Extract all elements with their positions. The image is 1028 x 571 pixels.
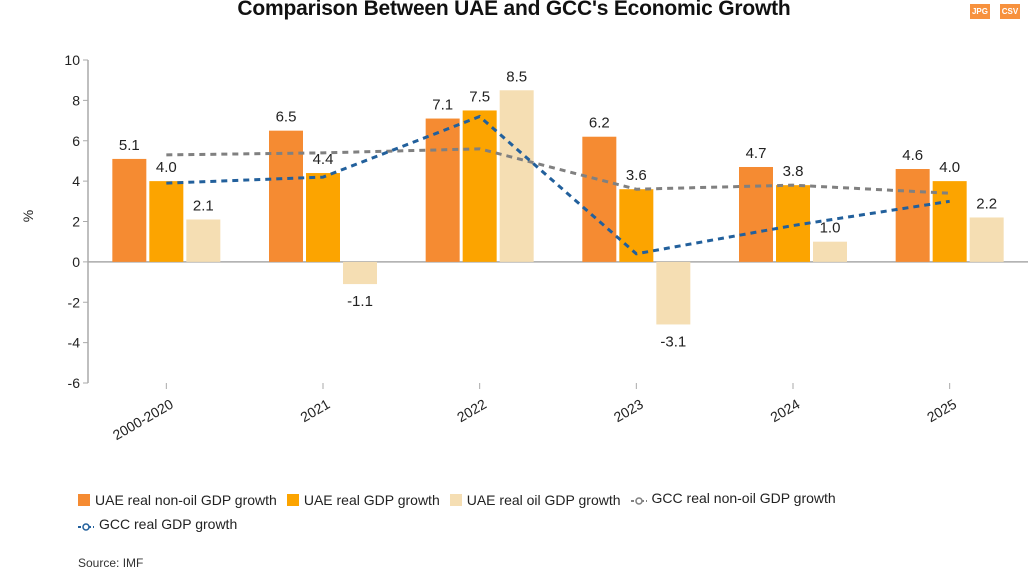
legend-item[interactable]: UAE real GDP growth	[286, 488, 440, 512]
bar-data-label: 5.1	[119, 137, 140, 154]
bar	[895, 169, 930, 262]
legend-swatch	[449, 494, 462, 506]
bar-data-label: 7.1	[432, 97, 453, 114]
bar-data-label: 1.0	[820, 220, 841, 237]
bar	[739, 166, 773, 262]
legend-label: UAE real GDP growth	[303, 492, 440, 508]
bar-data-label: 8.5	[506, 68, 527, 85]
bar	[149, 181, 184, 262]
bar-data-label: 4.0	[939, 159, 960, 176]
legend-swatch	[78, 494, 90, 506]
y-axis-label: %	[20, 210, 36, 222]
y-tick-label: -6	[68, 375, 81, 391]
y-tick-label: -2	[68, 294, 81, 310]
bar-data-label: 7.5	[469, 88, 490, 105]
bar	[582, 136, 617, 262]
line-series	[166, 114, 950, 256]
bar-data-label: 2.1	[193, 197, 214, 214]
source-note: Source: IMF	[78, 556, 144, 570]
chart-svg: 10 8 6 4 2 0 -2 -4 -6% 2000-2020 2021 2022 2023 2024 2…	[20, 52, 1028, 443]
bar	[425, 118, 460, 262]
bar-data-label: -1.1	[347, 293, 373, 310]
bar	[932, 181, 967, 262]
bar-data-label: -3.1	[660, 333, 686, 350]
legend-line-marker-icon	[78, 519, 94, 531]
legend-item[interactable]: GCC real non-oil GDP growth	[630, 486, 836, 510]
y-tick-label: 0	[72, 254, 80, 270]
bar-data-label: 4.7	[746, 145, 767, 162]
legend-item[interactable]: UAE real non-oil GDP growth	[78, 488, 277, 512]
legend-line-marker-icon	[630, 493, 647, 505]
chart-title: Comparison Between UAE and GCC's Economi…	[237, 0, 791, 20]
y-tick-label: 8	[72, 92, 80, 108]
x-tick-label: 2021	[298, 396, 333, 426]
bar-data-label: 3.8	[783, 163, 804, 180]
x-tick-label: 2022	[454, 396, 489, 426]
bar	[462, 110, 497, 262]
bar	[306, 173, 340, 262]
x-tick-label: 2000-2020	[110, 396, 176, 443]
y-tick-label: 6	[72, 133, 80, 149]
bar-data-label: 6.2	[589, 115, 610, 132]
x-tick-label: 2023	[611, 396, 646, 426]
y-tick-label: 2	[72, 214, 80, 230]
x-tick-label: 2024	[768, 396, 803, 426]
bar	[499, 90, 534, 262]
legend: UAE real non-oil GDP growth UAE real GDP …	[78, 486, 978, 536]
bar	[112, 158, 147, 262]
y-tick-label: -4	[68, 335, 81, 351]
legend-label: GCC real GDP growth	[99, 516, 238, 532]
legend-label: GCC real non-oil GDP growth	[651, 490, 836, 506]
bar	[969, 217, 1004, 262]
bar	[776, 185, 810, 262]
bar-data-label: 4.0	[156, 159, 177, 176]
legend-label: UAE real oil GDP growth	[466, 492, 621, 508]
bar-data-label: 3.6	[626, 167, 647, 184]
y-tick-label: 4	[72, 173, 80, 189]
download-jpg-button[interactable]: JPG	[970, 4, 990, 19]
bar-data-label: 4.4	[313, 151, 334, 168]
bar	[619, 189, 654, 262]
bar-data-label: 4.6	[902, 147, 923, 164]
bar	[186, 219, 221, 262]
download-csv-button[interactable]: CSV	[1000, 4, 1020, 19]
bar	[813, 241, 847, 262]
bar	[656, 261, 691, 325]
bar-data-label: 6.5	[276, 109, 297, 126]
y-tick-label: 10	[64, 52, 80, 68]
bar	[269, 130, 303, 262]
x-tick-label: 2025	[924, 396, 959, 426]
bar-data-label: 2.2	[976, 195, 997, 212]
legend-swatch	[286, 494, 299, 506]
legend-item[interactable]: UAE real oil GDP growth	[449, 488, 621, 512]
bar	[343, 261, 377, 285]
legend-item[interactable]: GCC real GDP growth	[78, 512, 237, 536]
legend-label: UAE real non-oil GDP growth	[95, 492, 277, 508]
